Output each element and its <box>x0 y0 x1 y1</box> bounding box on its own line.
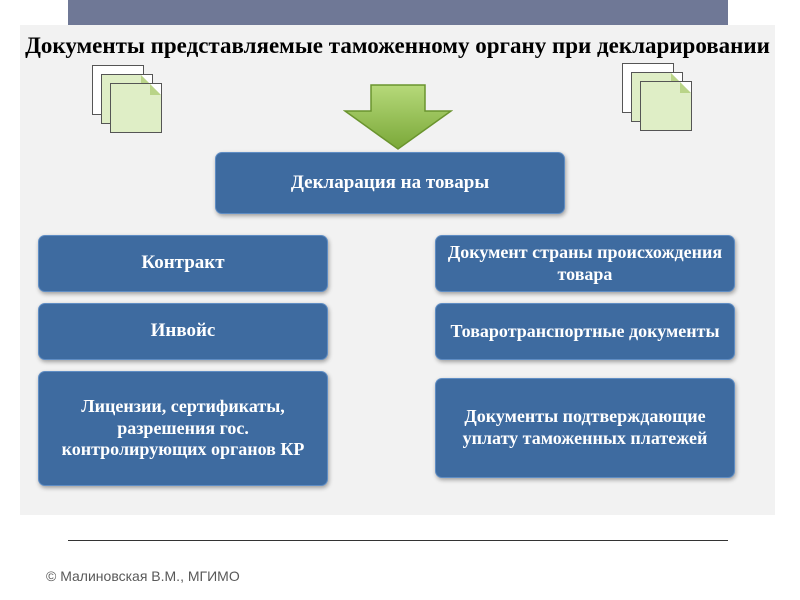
box-main: Декларация на товары <box>215 152 565 214</box>
box-label: Документы подтверждающие уплату таможенн… <box>444 406 726 449</box>
diagram-content: Документы представляемые таможенному орг… <box>20 25 775 515</box>
box-label: Лицензии, сертификаты, разрешения гос. к… <box>47 396 319 461</box>
arrow-down-icon <box>343 83 453 151</box>
box-label: Документ страны происхождения товара <box>444 242 726 285</box>
box-payment-docs: Документы подтверждающие уплату таможенн… <box>435 378 735 478</box>
diagram-title: Документы представляемые таможенному орг… <box>20 32 775 61</box>
box-licenses: Лицензии, сертификаты, разрешения гос. к… <box>38 371 328 486</box>
box-label: Декларация на товары <box>291 172 489 195</box>
box-origin-doc: Документ страны происхождения товара <box>435 235 735 292</box>
documents-icon <box>622 63 697 133</box>
box-label: Инвойс <box>151 320 216 343</box>
slide-top-bar <box>68 0 728 25</box>
documents-icon <box>92 65 167 135</box>
footer-divider <box>68 540 728 541</box>
footer-credit: © Малиновская В.М., МГИМО <box>46 568 240 584</box>
box-label: Контракт <box>141 252 224 275</box>
box-transport-docs: Товаротранспортные документы <box>435 303 735 360</box>
box-invoice: Инвойс <box>38 303 328 360</box>
box-contract: Контракт <box>38 235 328 292</box>
box-label: Товаротранспортные документы <box>450 321 719 343</box>
